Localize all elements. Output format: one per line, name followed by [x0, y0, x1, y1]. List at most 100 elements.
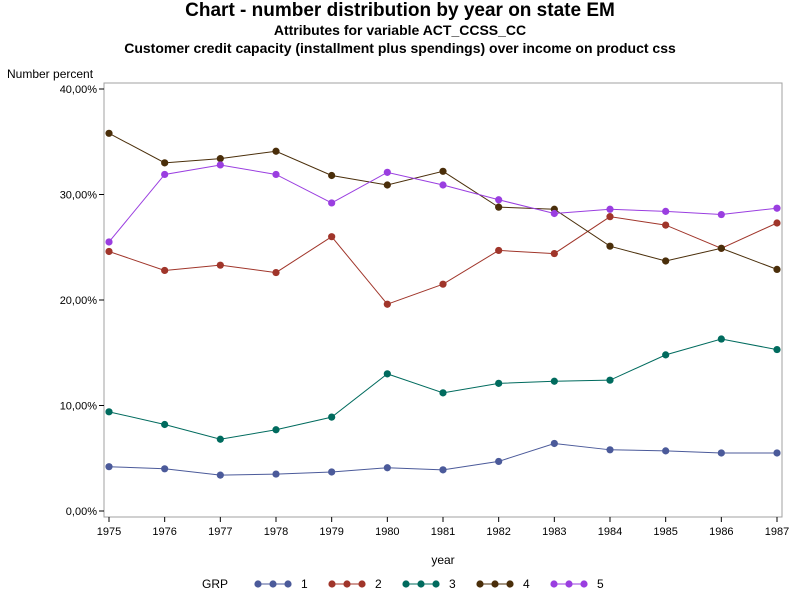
x-tick-label: 1986	[709, 526, 733, 538]
chart-subtitle-2: Customer credit capacity (installment pl…	[124, 40, 676, 56]
data-point	[550, 377, 558, 385]
data-point	[105, 238, 113, 246]
x-tick-label: 1981	[431, 526, 455, 538]
data-point	[216, 161, 224, 169]
series-line	[108, 132, 778, 270]
legend-marker	[269, 580, 277, 588]
legend-label: 2	[375, 577, 382, 591]
data-point	[662, 447, 670, 455]
legend-marker	[550, 580, 558, 588]
data-point	[717, 210, 725, 219]
data-point	[328, 233, 336, 241]
data-point	[216, 155, 224, 163]
data-point	[383, 464, 391, 472]
legend-marker	[506, 580, 514, 588]
legend-label: 1	[301, 577, 308, 591]
data-point	[272, 470, 280, 478]
data-point	[328, 171, 336, 180]
data-point	[383, 168, 391, 176]
axes: 0,00% 10,00% 20,00% 30,00% 40,00% 1975 1976 197…	[7, 67, 789, 567]
legend-label: 4	[523, 577, 530, 591]
legend-marker	[432, 580, 440, 588]
x-axis-label: year	[431, 553, 454, 567]
legend-item-1: 1	[254, 577, 308, 591]
legend-marker	[254, 580, 262, 588]
x-tick-label: 1984	[598, 526, 622, 538]
data-point	[105, 129, 113, 137]
legend-marker	[343, 580, 351, 588]
series-4	[105, 129, 781, 274]
data-point	[550, 209, 558, 218]
legend: GRP 1 2 3 4 5	[202, 577, 604, 591]
x-tick-label: 1983	[542, 526, 566, 538]
legend-marker	[476, 580, 484, 588]
data-point	[328, 413, 336, 421]
data-point	[773, 449, 781, 457]
y-tick-label: 20,00%	[60, 295, 98, 307]
data-point	[216, 435, 224, 443]
x-tick-label: 1987	[765, 526, 789, 538]
data-point	[216, 471, 224, 479]
legend-marker	[565, 580, 573, 588]
data-point	[439, 167, 447, 175]
data-point	[495, 246, 503, 255]
data-point	[272, 426, 280, 434]
data-point	[495, 379, 503, 387]
data-point	[606, 213, 614, 221]
x-tick-label: 1979	[319, 526, 343, 538]
x-tick-label: 1977	[208, 526, 232, 538]
data-point	[717, 449, 725, 457]
x-tick-label: 1978	[264, 526, 288, 538]
data-point	[161, 170, 169, 179]
legend-item-2: 2	[328, 577, 382, 591]
data-point	[439, 181, 447, 189]
data-point	[773, 219, 781, 227]
data-point	[272, 147, 280, 155]
y-tick-label: 30,00%	[60, 190, 98, 202]
x-tick-label: 1985	[653, 526, 677, 538]
legend-marker	[284, 580, 292, 588]
data-point	[328, 468, 336, 476]
data-point	[105, 408, 113, 416]
legend-label: 3	[449, 577, 456, 591]
data-point	[439, 280, 447, 288]
data-point	[105, 463, 113, 471]
data-point	[272, 268, 280, 277]
legend-marker	[491, 580, 499, 588]
x-tick-label: 1980	[375, 526, 399, 538]
legend-marker	[358, 580, 366, 588]
series-line	[108, 338, 778, 440]
data-point	[606, 242, 614, 250]
chart-subtitle: Attributes for variable ACT_CCSS_CC	[273, 22, 527, 38]
data-point	[550, 249, 558, 258]
data-point	[161, 159, 169, 167]
series-line	[108, 216, 778, 305]
series-line	[108, 164, 778, 243]
data-point	[383, 370, 391, 378]
data-point	[161, 465, 169, 473]
data-point	[773, 265, 781, 274]
chart-title: Chart - number distribution by year on s…	[185, 0, 615, 21]
data-point	[606, 205, 614, 213]
legend-label: 5	[597, 577, 604, 591]
legend-marker	[402, 580, 410, 588]
y-tick-label: 0,00%	[66, 506, 97, 518]
data-point	[773, 345, 781, 354]
legend-marker	[580, 580, 588, 588]
legend-title: GRP	[202, 577, 228, 591]
data-point	[662, 351, 670, 359]
data-point	[161, 266, 169, 275]
x-tick-label: 1975	[97, 526, 121, 538]
data-point	[550, 439, 558, 448]
data-point	[495, 457, 503, 466]
data-point	[773, 204, 781, 212]
series-5	[105, 161, 781, 246]
legend-marker	[328, 580, 336, 588]
data-point	[495, 203, 503, 211]
series-2	[105, 213, 781, 308]
data-point	[606, 376, 614, 384]
data-point	[662, 257, 670, 265]
legend-marker	[417, 580, 425, 588]
x-tick-label: 1976	[152, 526, 176, 538]
